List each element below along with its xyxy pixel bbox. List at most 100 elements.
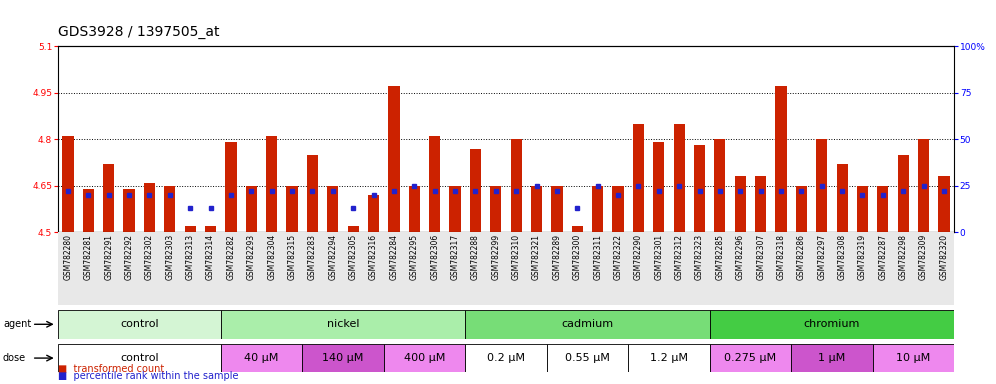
Bar (383, 344, 465, 372)
Text: GSM782309: GSM782309 (919, 234, 928, 280)
Bar (791, 344, 872, 372)
Bar (872, 344, 954, 372)
Text: GSM782300: GSM782300 (573, 234, 582, 280)
Text: 10 μM: 10 μM (896, 353, 930, 363)
Bar (918, 139, 929, 232)
Bar (58, 232, 954, 305)
Bar (694, 146, 705, 232)
Bar (307, 155, 318, 232)
Text: GSM782281: GSM782281 (84, 234, 93, 280)
Text: 0.275 μM: 0.275 μM (724, 353, 777, 363)
Bar (58, 344, 221, 372)
Text: 400 μM: 400 μM (403, 353, 445, 363)
Bar (221, 344, 302, 372)
Text: GSM782318: GSM782318 (777, 234, 786, 280)
Text: GSM782322: GSM782322 (614, 234, 622, 280)
Bar (465, 344, 547, 372)
Text: GSM782291: GSM782291 (105, 234, 114, 280)
Text: chromium: chromium (804, 319, 861, 329)
Bar (511, 139, 522, 232)
Bar (328, 186, 339, 232)
Bar (266, 136, 277, 232)
Bar (184, 226, 196, 232)
Text: nickel: nickel (327, 319, 360, 329)
Text: GSM782313: GSM782313 (185, 234, 194, 280)
Bar (632, 124, 644, 232)
Bar (465, 310, 710, 339)
Text: GSM782292: GSM782292 (124, 234, 133, 280)
Text: control: control (120, 319, 158, 329)
Text: GSM782312: GSM782312 (674, 234, 683, 280)
Bar (490, 186, 501, 232)
Text: GSM782320: GSM782320 (939, 234, 948, 280)
Bar (857, 186, 869, 232)
Text: GSM782316: GSM782316 (370, 234, 378, 280)
Text: 0.2 μM: 0.2 μM (487, 353, 525, 363)
Bar (547, 344, 628, 372)
Bar (408, 186, 420, 232)
Text: 1 μM: 1 μM (819, 353, 846, 363)
Bar (164, 186, 175, 232)
Bar (63, 136, 74, 232)
Text: 0.55 μM: 0.55 μM (565, 353, 610, 363)
Text: ■  percentile rank within the sample: ■ percentile rank within the sample (58, 371, 238, 381)
Bar (877, 186, 888, 232)
Text: GSM782311: GSM782311 (594, 234, 603, 280)
Text: GSM782294: GSM782294 (329, 234, 338, 280)
Bar (592, 186, 604, 232)
Text: agent: agent (3, 319, 31, 329)
Text: GDS3928 / 1397505_at: GDS3928 / 1397505_at (58, 25, 219, 39)
Text: GSM782299: GSM782299 (491, 234, 500, 280)
Text: GSM782287: GSM782287 (878, 234, 887, 280)
Bar (776, 86, 787, 232)
Bar (628, 344, 710, 372)
Text: 140 μM: 140 μM (323, 353, 364, 363)
Bar (531, 186, 542, 232)
Bar (287, 186, 298, 232)
Bar (837, 164, 848, 232)
Bar (205, 226, 216, 232)
Text: GSM782301: GSM782301 (654, 234, 663, 280)
Text: GSM782306: GSM782306 (430, 234, 439, 280)
Bar (470, 149, 481, 232)
Bar (368, 195, 379, 232)
Bar (710, 344, 791, 372)
Text: GSM782305: GSM782305 (349, 234, 358, 280)
Text: ■  transformed count: ■ transformed count (58, 364, 164, 374)
Bar (429, 136, 440, 232)
Text: GSM782302: GSM782302 (145, 234, 154, 280)
Text: 1.2 μM: 1.2 μM (650, 353, 688, 363)
Text: GSM782284: GSM782284 (389, 234, 398, 280)
Bar (613, 186, 623, 232)
Text: GSM782297: GSM782297 (818, 234, 827, 280)
Bar (673, 124, 684, 232)
Text: GSM782314: GSM782314 (206, 234, 215, 280)
Bar (143, 183, 155, 232)
Bar (714, 139, 725, 232)
Text: GSM782310: GSM782310 (512, 234, 521, 280)
Bar (449, 186, 460, 232)
Text: GSM782290: GSM782290 (633, 234, 642, 280)
Text: GSM782288: GSM782288 (471, 234, 480, 280)
Text: GSM782285: GSM782285 (715, 234, 724, 280)
Bar (816, 139, 828, 232)
Bar (572, 226, 583, 232)
Bar (755, 177, 766, 232)
Text: GSM782289: GSM782289 (553, 234, 562, 280)
Bar (735, 177, 746, 232)
Bar (302, 344, 383, 372)
Text: GSM782308: GSM782308 (838, 234, 847, 280)
Bar (348, 226, 359, 232)
Text: GSM782317: GSM782317 (450, 234, 459, 280)
Text: GSM782303: GSM782303 (165, 234, 174, 280)
Bar (938, 177, 949, 232)
Text: GSM782319: GSM782319 (858, 234, 867, 280)
Text: GSM782293: GSM782293 (247, 234, 256, 280)
Bar (83, 189, 94, 232)
Text: control: control (120, 353, 158, 363)
Bar (221, 310, 465, 339)
Bar (124, 189, 134, 232)
Bar (58, 310, 221, 339)
Bar (897, 155, 908, 232)
Text: GSM782283: GSM782283 (308, 234, 317, 280)
